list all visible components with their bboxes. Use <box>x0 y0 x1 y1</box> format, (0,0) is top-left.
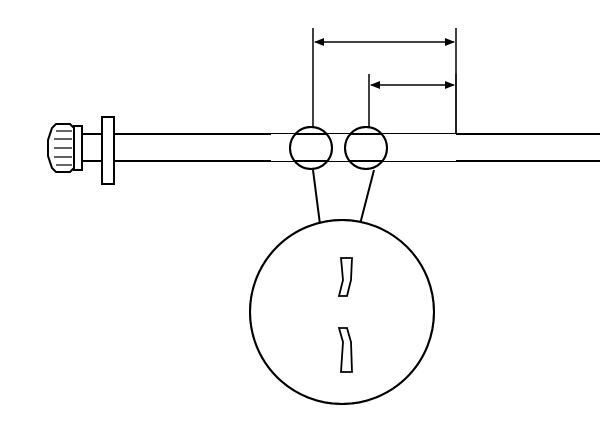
dimension-a <box>368 74 457 134</box>
washer <box>101 116 115 185</box>
bolt-head <box>47 123 83 173</box>
measurement-circle-b <box>289 126 333 170</box>
dimension-b <box>312 28 457 134</box>
magnified-thread-view <box>249 219 435 405</box>
measurement-circle-a <box>344 126 388 170</box>
